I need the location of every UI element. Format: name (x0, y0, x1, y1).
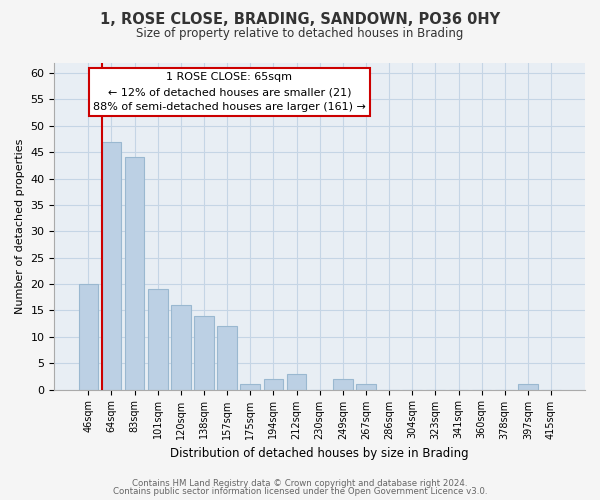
Text: 1 ROSE CLOSE: 65sqm
← 12% of detached houses are smaller (21)
88% of semi-detach: 1 ROSE CLOSE: 65sqm ← 12% of detached ho… (93, 72, 366, 112)
Text: Contains HM Land Registry data © Crown copyright and database right 2024.: Contains HM Land Registry data © Crown c… (132, 478, 468, 488)
Bar (101, 142, 121, 390)
Bar (194, 316, 214, 390)
Bar (518, 384, 538, 390)
Text: Size of property relative to detached houses in Brading: Size of property relative to detached ho… (136, 28, 464, 40)
Bar (287, 374, 307, 390)
Bar (125, 158, 145, 390)
Y-axis label: Number of detached properties: Number of detached properties (15, 138, 25, 314)
Text: 1, ROSE CLOSE, BRADING, SANDOWN, PO36 0HY: 1, ROSE CLOSE, BRADING, SANDOWN, PO36 0H… (100, 12, 500, 28)
Bar (79, 284, 98, 390)
Text: Contains public sector information licensed under the Open Government Licence v3: Contains public sector information licen… (113, 487, 487, 496)
X-axis label: Distribution of detached houses by size in Brading: Distribution of detached houses by size … (170, 447, 469, 460)
Bar (171, 305, 191, 390)
Bar (148, 290, 167, 390)
Bar (241, 384, 260, 390)
Bar (356, 384, 376, 390)
Bar (263, 379, 283, 390)
Bar (217, 326, 237, 390)
Bar (333, 379, 353, 390)
